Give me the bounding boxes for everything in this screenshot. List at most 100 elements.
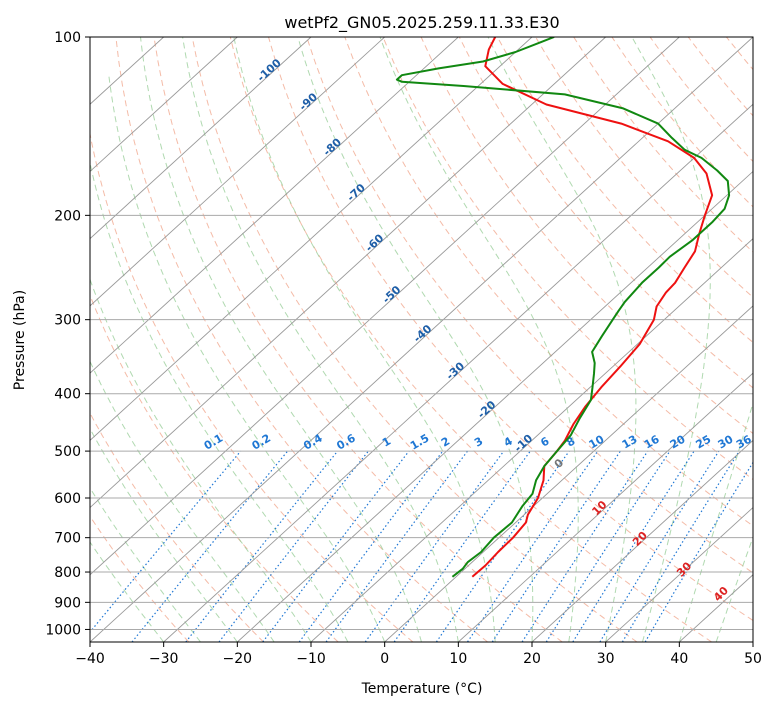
temperature-line bbox=[471, 37, 714, 578]
dry-adiabat bbox=[496, 37, 753, 344]
mixing-ratio-line bbox=[131, 450, 289, 642]
isotherm-label: -20 bbox=[475, 398, 499, 421]
y-tick-label: 200 bbox=[54, 208, 81, 224]
x-tick-label: 30 bbox=[597, 651, 615, 667]
mixing-ratio-label: 16 bbox=[642, 432, 662, 451]
mixing-ratio-line bbox=[364, 450, 505, 642]
dry-adiabat bbox=[306, 37, 753, 574]
isotherm bbox=[163, 103, 753, 642]
dry-adiabat bbox=[611, 37, 753, 208]
moist-adiabat bbox=[487, 37, 637, 642]
y-tick-label: 400 bbox=[54, 387, 81, 403]
moist-adiabat bbox=[715, 535, 753, 642]
mixing-ratio-line bbox=[572, 450, 695, 642]
x-axis: −40 −30 −20 −10 0 10 20 30 40 50 bbox=[75, 642, 762, 667]
mixing-ratio-label: 10 bbox=[587, 432, 607, 451]
isotherm bbox=[90, 37, 238, 173]
mixing-ratio-label: 6 bbox=[538, 434, 551, 449]
x-tick-label: −10 bbox=[296, 651, 326, 667]
dry-adiabat bbox=[90, 131, 414, 642]
x-axis-title: Temperature (°C) bbox=[361, 681, 483, 697]
moist-adiabat bbox=[233, 37, 496, 642]
mixing-ratio-label: 1.5 bbox=[408, 432, 431, 453]
mixing-ratio-line bbox=[90, 450, 242, 633]
series bbox=[395, 37, 731, 578]
chart-title: wetPf2_GN05.2025.259.11.33.E30 bbox=[284, 13, 559, 33]
mixing-ratio-label: 0.6 bbox=[334, 431, 358, 452]
moist-adiabat bbox=[140, 37, 422, 642]
x-tick-label: 0 bbox=[380, 651, 389, 667]
y-axis-title: Pressure (hPa) bbox=[12, 290, 28, 390]
mixing-ratio-line bbox=[262, 450, 410, 642]
isotherm-label: -70 bbox=[344, 181, 368, 204]
wetbulb-label: 20 bbox=[630, 529, 650, 549]
dry-adiabat bbox=[153, 37, 563, 642]
isotherm bbox=[90, 37, 753, 642]
mixing-ratio-line bbox=[621, 450, 740, 642]
isotherm bbox=[531, 439, 753, 642]
isotherm bbox=[90, 37, 680, 576]
x-tick-label: −20 bbox=[223, 651, 253, 667]
isotherm bbox=[605, 506, 753, 642]
x-tick-label: 20 bbox=[523, 651, 541, 667]
isotherm bbox=[752, 641, 753, 642]
dewpoint-line bbox=[395, 37, 731, 578]
mixing-ratio-line bbox=[599, 450, 720, 642]
y-tick-label: 300 bbox=[54, 313, 81, 329]
dry-adiabat bbox=[726, 37, 753, 71]
moist-adiabat bbox=[90, 541, 165, 642]
y-tick-label: 600 bbox=[54, 491, 81, 507]
mixing-ratio-line bbox=[218, 450, 369, 642]
y-tick-label: 800 bbox=[54, 565, 81, 581]
isotherm bbox=[237, 170, 753, 642]
mixing-ratio-line bbox=[298, 450, 444, 642]
dry-adiabat bbox=[765, 37, 775, 642]
mixing-ratio-line bbox=[435, 450, 570, 642]
isotherm bbox=[90, 37, 312, 240]
dry-adiabat bbox=[573, 37, 753, 253]
moist-adiabat bbox=[90, 427, 238, 642]
y-tick-label: 1000 bbox=[45, 622, 81, 638]
moist-adiabat bbox=[631, 37, 711, 642]
mixing-ratio-line bbox=[545, 450, 671, 642]
edge-curve bbox=[0, 37, 72, 642]
isotherm bbox=[458, 372, 753, 642]
dry-adiabat bbox=[268, 37, 753, 622]
isotherm bbox=[90, 37, 385, 307]
dry-adiabat bbox=[90, 515, 190, 642]
mixing-ratio-line bbox=[491, 450, 621, 642]
moist-adiabat bbox=[108, 72, 386, 642]
x-tick-label: −40 bbox=[75, 651, 105, 667]
moist-adiabat bbox=[90, 278, 312, 642]
moist-adiabat bbox=[379, 37, 579, 642]
x-tick-label: 40 bbox=[670, 651, 688, 667]
dry-adiabat bbox=[90, 412, 264, 642]
dry-adiabat bbox=[535, 37, 753, 298]
dry-adiabat bbox=[649, 37, 753, 163]
isotherm-label: -80 bbox=[321, 135, 345, 158]
x-tick-label: 10 bbox=[449, 651, 467, 667]
reference-lines bbox=[0, 37, 775, 642]
mixing-ratio-line bbox=[521, 450, 649, 642]
x-tick-label: 50 bbox=[744, 651, 762, 667]
mixing-ratio-label: 0.2 bbox=[250, 432, 273, 453]
wetbulb-label: 10 bbox=[589, 498, 609, 518]
isotherm bbox=[90, 37, 533, 441]
plot-frame bbox=[89, 36, 754, 643]
mixing-ratio-label: 36 bbox=[734, 432, 754, 451]
mixing-ratio-label: 1 bbox=[380, 435, 393, 450]
moist-adiabat bbox=[297, 37, 534, 642]
dry-adiabat bbox=[115, 37, 488, 642]
moist-adiabat bbox=[90, 487, 201, 642]
dry-adiabat bbox=[687, 37, 753, 117]
y-tick-label: 700 bbox=[54, 531, 81, 547]
isotherm bbox=[384, 305, 753, 642]
y-axis: 100 200 300 400 500 600 700 800 900 1000 bbox=[45, 30, 90, 638]
dry-adiabat bbox=[382, 37, 753, 481]
y-tick-label: 900 bbox=[54, 595, 81, 611]
mixing-ratio-label: 0.1 bbox=[202, 432, 225, 453]
isotherm bbox=[90, 37, 606, 509]
x-tick-label: −30 bbox=[149, 651, 179, 667]
mixing-ratio-label: 30 bbox=[716, 432, 736, 451]
